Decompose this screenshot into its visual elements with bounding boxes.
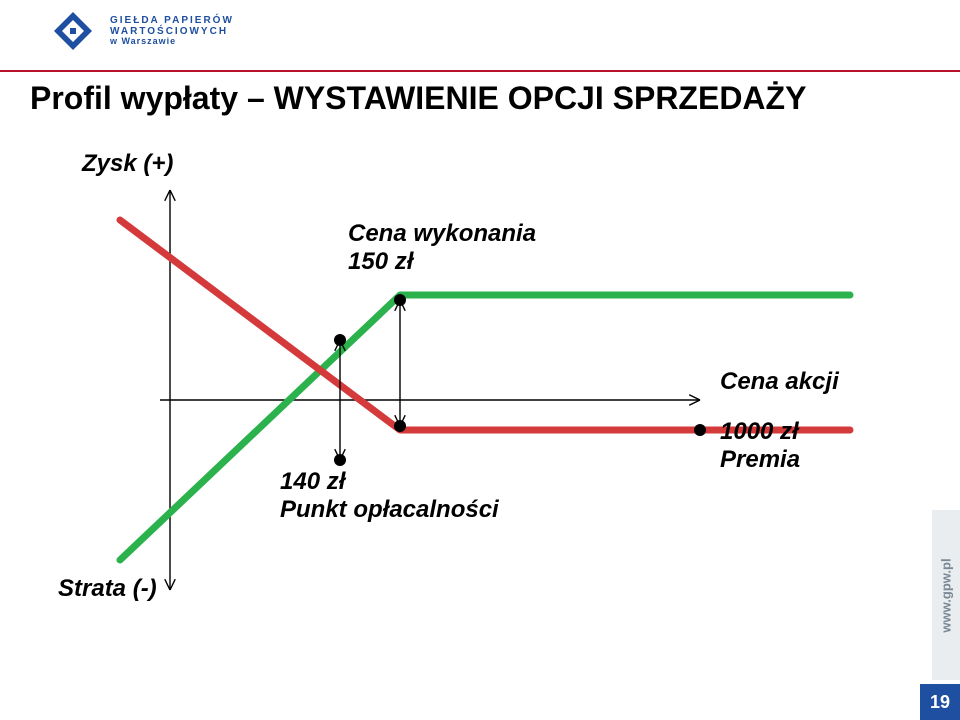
label-x-axis: Cena akcji xyxy=(720,368,839,396)
payoff-chart: Zysk (+) Strata (-) Cena wykonania150 zł… xyxy=(0,130,960,670)
page-number-box: 19 xyxy=(920,684,960,720)
side-url: www.gpw.pl xyxy=(939,558,954,632)
brand-line1: GIEŁDA PAPIERÓW xyxy=(110,15,234,26)
page-number: 19 xyxy=(930,692,950,713)
brand-line3: w Warszawie xyxy=(110,37,234,47)
page-title: Profil wypłaty – WYSTAWIENIE OPCJI SPRZE… xyxy=(30,80,806,117)
slide-header: GIEŁDA PAPIERÓW WARTOŚCIOWYCH w Warszawi… xyxy=(0,0,960,72)
side-strip: www.gpw.pl xyxy=(932,510,960,680)
gpw-logo-icon xyxy=(50,8,96,54)
label-strike: Cena wykonania150 zł xyxy=(348,220,536,275)
label-loss: Strata (-) xyxy=(58,575,157,603)
brand-block: GIEŁDA PAPIERÓW WARTOŚCIOWYCH w Warszawi… xyxy=(50,8,234,54)
brand-text: GIEŁDA PAPIERÓW WARTOŚCIOWYCH w Warszawi… xyxy=(110,15,234,47)
label-breakeven: 140 złPunkt opłacalności xyxy=(280,468,499,523)
label-premium: 1000 złPremia xyxy=(720,418,800,473)
label-profit: Zysk (+) xyxy=(82,150,173,178)
